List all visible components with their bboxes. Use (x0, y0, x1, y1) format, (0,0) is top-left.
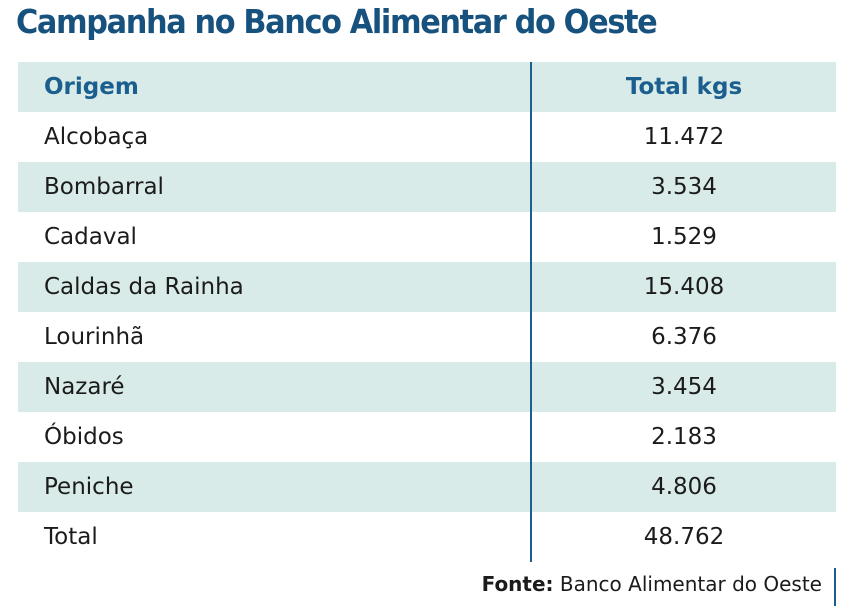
value-cell: 6.376 (651, 324, 717, 350)
origin-cell: Total (18, 512, 532, 562)
value-cell: 15.408 (531, 262, 836, 312)
value-cell: 3.454 (531, 362, 836, 412)
table-row: Alcobaça 11.472 (18, 112, 836, 162)
title: Campanha no Banco Alimentar do Oeste (16, 2, 658, 41)
value-cell: 4.806 (531, 462, 836, 512)
value-cell: 1.529 (651, 224, 717, 250)
origin-cell: Alcobaça (18, 112, 532, 162)
table-row: Caldas da Rainha 15.408 (18, 262, 836, 312)
table-row: Óbidos 2.183 (18, 412, 836, 462)
divider (834, 568, 836, 606)
value-cell: 11.472 (643, 124, 725, 150)
table-body: Alcobaça 11.472 Bombarral 3.534 Cadaval 1.529… (18, 112, 836, 562)
source-label: Fonte: (481, 572, 554, 596)
origin-cell: Bombarral (18, 162, 532, 212)
value-cell: 3.534 (531, 162, 836, 212)
table-row: Bombarral 3.534 (18, 162, 836, 212)
origin-cell: Nazaré (18, 362, 532, 412)
origin-cell: Cadaval (18, 212, 532, 262)
value-cell: 2.183 (651, 424, 717, 450)
origin-cell: Peniche (18, 462, 532, 512)
source: Fonte: Banco Alimentar do Oeste (482, 572, 822, 596)
table-row: Total 48.762 (18, 512, 836, 562)
table-row: Peniche 4.806 (18, 462, 836, 512)
header-cell: Total kgs (531, 62, 836, 112)
value-cell: 48.762 (643, 524, 725, 550)
header-row: Origem Total kgs (18, 62, 836, 112)
source-text: Banco Alimentar do Oeste (559, 572, 822, 596)
origin-cell: Caldas da Rainha (18, 262, 532, 312)
table-row: Lourinhã 6.376 (18, 312, 836, 362)
origin-cell: Lourinhã (18, 312, 532, 362)
header-cell: Origem (18, 62, 532, 112)
table-row: Cadaval 1.529 (18, 212, 836, 262)
data-table: Origem Total kgs Alcobaça 11.472 Bombarral… (18, 62, 836, 562)
table-row: Nazaré 3.454 (18, 362, 836, 412)
origin-cell: Óbidos (18, 412, 532, 462)
